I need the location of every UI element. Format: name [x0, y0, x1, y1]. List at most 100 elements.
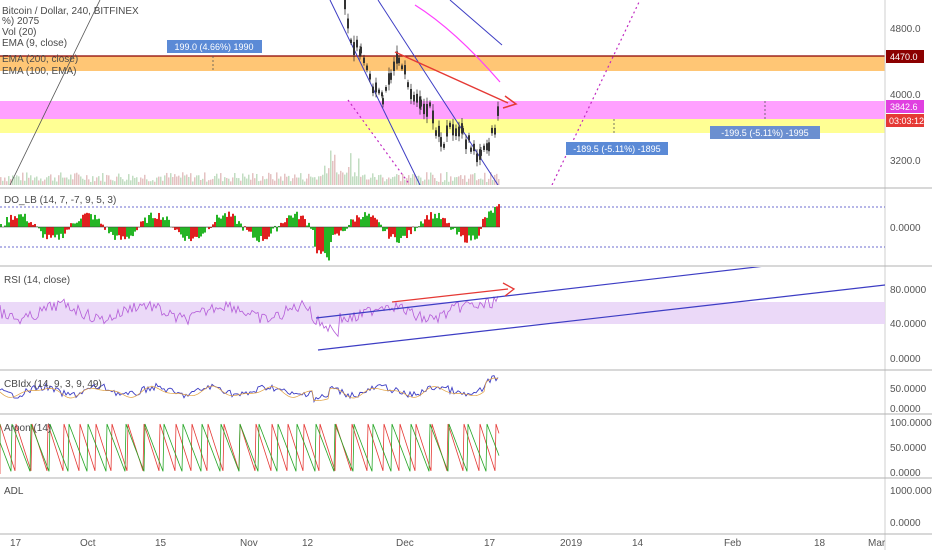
- do-bar: [478, 227, 480, 236]
- volume-bar: [88, 179, 90, 185]
- do-bar: [188, 227, 190, 239]
- do-bar: [442, 217, 444, 227]
- do-bar: [22, 216, 24, 227]
- volume-bar: [246, 178, 248, 185]
- rsi-pane[interactable]: RSI (14, close) 80.0000 40.0000 0.0000: [0, 266, 932, 371]
- cbidx-label[interactable]: CBIdx (14, 9, 3, 9, 49): [4, 379, 102, 390]
- volume-bar: [98, 176, 100, 185]
- do-bar: [398, 227, 400, 243]
- volume-bar: [42, 181, 44, 185]
- do-bar: [420, 221, 422, 227]
- do-bar: [266, 227, 268, 240]
- volume-bar: [74, 173, 76, 185]
- aroon-pane[interactable]: Aroon (14) 100.0000 50.0000 0.0000: [0, 418, 932, 479]
- volume-bar: [120, 177, 122, 185]
- adl-label[interactable]: ADL: [4, 486, 24, 497]
- do-bar: [264, 227, 266, 240]
- time-axis[interactable]: 17 Oct 15 Nov 12 Dec 17 2019 14 Feb 18 M…: [10, 538, 886, 549]
- do-bar: [14, 216, 16, 227]
- indicator-label-3[interactable]: EMA (100, EMA): [2, 66, 76, 77]
- volume-bar: [456, 177, 458, 185]
- volume-bar: [418, 175, 420, 185]
- volume-bar: [360, 176, 362, 185]
- volume-bar: [28, 177, 30, 185]
- volume-bar: [472, 174, 474, 185]
- volume-bar: [118, 173, 120, 185]
- do-bar: [386, 227, 388, 230]
- do-bar: [340, 227, 342, 231]
- do-bar: [426, 215, 428, 227]
- do-bar: [256, 227, 258, 241]
- do-bar: [110, 227, 112, 232]
- do-bar: [46, 227, 48, 240]
- aroon-tick-100: 100.0000: [890, 418, 932, 429]
- volume-bar: [228, 178, 230, 185]
- volume-bar: [66, 177, 68, 185]
- adl-pane[interactable]: ADL 1000.0000 0.0000: [0, 486, 932, 535]
- rsi-trendline-lower: [317, 284, 885, 351]
- do-bar: [342, 227, 344, 232]
- volume-bar: [104, 181, 106, 185]
- volume-bar: [434, 178, 436, 185]
- do-bar: [406, 227, 408, 239]
- do-bar: [462, 227, 464, 236]
- do-bar: [232, 213, 234, 227]
- do-bar: [394, 227, 396, 238]
- do-bar: [214, 221, 216, 227]
- do-lb-pane[interactable]: DO_LB (14, 7, -7, 9, 5, 3) 0.0000: [0, 195, 932, 267]
- candle-body: [429, 102, 431, 107]
- do-bar: [38, 227, 40, 229]
- time-tick-2: 15: [155, 538, 167, 549]
- indicator-label-1[interactable]: EMA (9, close): [2, 38, 67, 49]
- candle-body: [404, 65, 406, 75]
- do-bar: [460, 227, 462, 237]
- volume-bar: [254, 178, 256, 185]
- volume-bar: [102, 173, 104, 185]
- measure-note-0: 199.0 (4.66%) 1990: [174, 42, 253, 52]
- candle-body: [344, 0, 346, 10]
- indicator-label-0[interactable]: Vol (20): [2, 27, 36, 38]
- indicator-label-2[interactable]: EMA (200, close): [2, 54, 78, 65]
- volume-bar: [216, 173, 218, 185]
- volume-bar: [296, 177, 298, 185]
- do-bar: [300, 215, 302, 227]
- candle-body: [416, 93, 418, 103]
- aroon-label[interactable]: Aroon (14): [4, 423, 51, 434]
- volume-bar: [266, 178, 268, 185]
- volume-bar: [186, 174, 188, 185]
- cbidx-pane[interactable]: CBIdx (14, 9, 3, 9, 49) 50.0000 0.0000: [0, 375, 932, 415]
- do-bar: [432, 218, 434, 227]
- volume-bar: [40, 178, 42, 185]
- rsi-label[interactable]: RSI (14, close): [4, 275, 70, 286]
- volume-bar: [52, 180, 54, 185]
- measure-note-2: -199.5 (-5.11%) -1995: [721, 128, 808, 138]
- volume-bar: [454, 177, 456, 185]
- candle-body: [398, 57, 400, 64]
- measure-note-1: -189.5 (-5.11%) -1895: [573, 144, 660, 154]
- trend-arrow-line: [394, 51, 509, 104]
- candle-body: [372, 86, 374, 94]
- candle-body: [382, 98, 384, 105]
- do-lb-label[interactable]: DO_LB (14, 7, -7, 9, 5, 3): [4, 195, 116, 206]
- do-bar: [158, 212, 160, 227]
- price-tag-timer: 03:03:12: [889, 116, 924, 126]
- volume-bar: [274, 180, 276, 185]
- volume-bar: [72, 179, 74, 185]
- volume-bar: [30, 175, 32, 185]
- candle-body: [375, 82, 377, 93]
- candle-body: [470, 147, 472, 152]
- do-bar: [178, 227, 180, 233]
- do-bar: [384, 227, 386, 232]
- candle-body: [366, 65, 368, 71]
- volume-bar: [284, 173, 286, 185]
- volume-bar: [396, 174, 398, 185]
- do-bar: [18, 214, 20, 227]
- ema-200-line: [414, 4, 501, 83]
- do-bar: [120, 227, 122, 240]
- volume-bar: [168, 177, 170, 185]
- time-tick-6: 17: [484, 538, 496, 549]
- do-bar: [408, 227, 410, 231]
- volume-bar: [224, 177, 226, 185]
